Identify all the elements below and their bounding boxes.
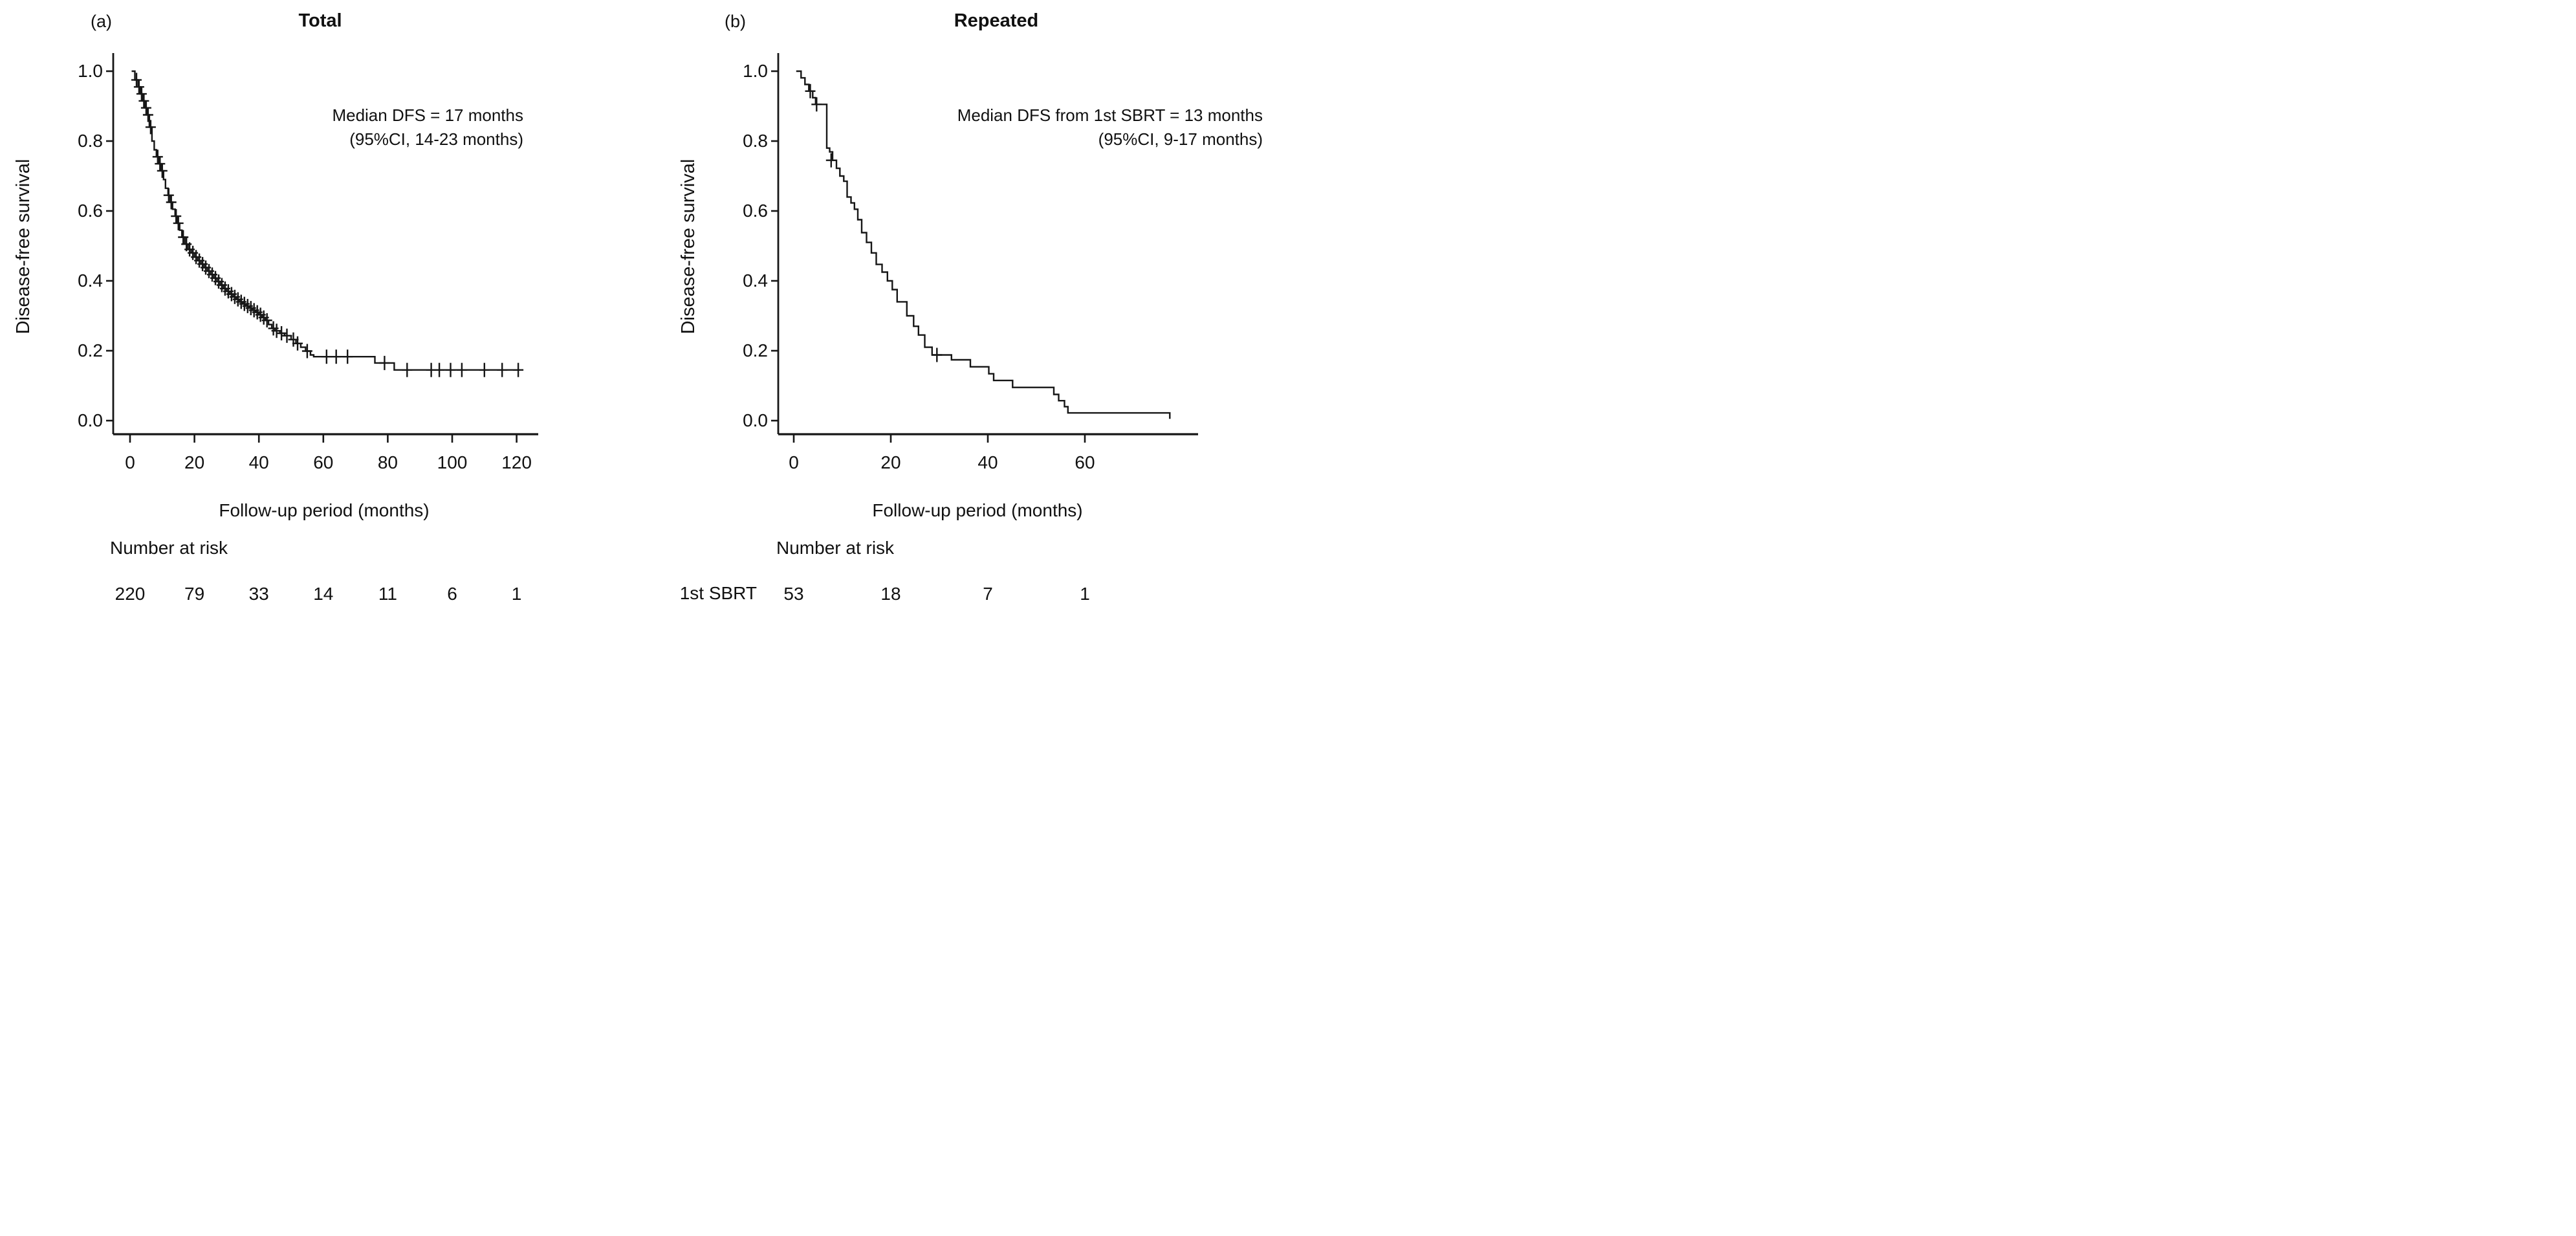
panel-b-y-tick-label: 1.0 <box>743 61 768 81</box>
panel-a-x-tick-label: 80 <box>377 452 398 472</box>
panel-a-annotation-line1: Median DFS = 17 months <box>332 105 523 125</box>
panel-a-x-tick-label: 100 <box>437 452 468 472</box>
panel-b-x-tick-label: 0 <box>789 452 799 472</box>
panel-b-x-tick-label: 60 <box>1075 452 1095 472</box>
panel-a-risk-value: 6 <box>447 584 457 604</box>
panel-b-y-tick-label: 0.6 <box>743 201 768 221</box>
panel-b-risk-value: 18 <box>880 584 901 604</box>
panel-a-y-tick-label: 1.0 <box>78 61 103 81</box>
panel-b-y-tick-label: 0.4 <box>743 270 768 291</box>
panel-a-y-tick-label: 0.0 <box>78 410 103 430</box>
panel-a-x-tick-label: 120 <box>501 452 532 472</box>
panel-a-number-at-risk-header: Number at risk <box>110 538 228 558</box>
panel-a-x-tick-label: 60 <box>313 452 334 472</box>
panel-b-annotation-line2: (95%CI, 9-17 months) <box>1098 129 1263 149</box>
panel-a-risk-value: 79 <box>184 584 205 604</box>
panel-b-risk-value: 7 <box>983 584 993 604</box>
panel-b-number-at-risk-header: Number at risk <box>776 538 895 558</box>
panel-a-annotation: Median DFS = 17 months (95%CI, 14-23 mon… <box>133 104 523 151</box>
panel-b-risk-row-label: 1st SBRT <box>679 583 757 603</box>
km-plot-svg <box>106 53 1198 443</box>
panel-a-risk-value: 220 <box>115 584 146 604</box>
panel-b-y-axis-label: Disease-free survival <box>678 159 699 335</box>
panel-b-x-tick-label: 20 <box>880 452 901 472</box>
panel-a-y-tick-label: 0.8 <box>78 131 103 151</box>
panel-a-risk-value: 1 <box>511 584 522 604</box>
panel-b-annotation-line1: Median DFS from 1st SBRT = 13 months <box>957 105 1263 125</box>
panel-a-title: Total <box>298 10 342 31</box>
panel-b-y-tick-label: 0.2 <box>743 340 768 360</box>
panel-a-annotation-line2: (95%CI, 14-23 months) <box>349 129 523 149</box>
panel-a-risk-value: 14 <box>313 584 334 604</box>
panel-b-km-curve <box>796 70 1171 419</box>
panel-a-y-tick-label: 0.2 <box>78 340 103 360</box>
panel-b-x-tick-label: 40 <box>977 452 998 472</box>
panel-a-label: (a) <box>91 12 112 31</box>
panel-a-risk-value: 33 <box>248 584 269 604</box>
panel-b-title: Repeated <box>954 10 1039 31</box>
panel-a-x-axis-label: Follow-up period (months) <box>219 500 430 520</box>
panel-b-x-axis-label: Follow-up period (months) <box>872 500 1083 520</box>
panel-a-y-axis-label: Disease-free survival <box>13 159 34 335</box>
panel-b-y-tick-label: 0.8 <box>743 131 768 151</box>
panel-a-x-tick-label: 0 <box>125 452 135 472</box>
panel-b-risk-value: 1 <box>1080 584 1090 604</box>
panel-b-annotation: Median DFS from 1st SBRT = 13 months (95… <box>796 104 1263 151</box>
figure-canvas: (a) Total Median DFS = 17 months (95%CI,… <box>0 0 1288 618</box>
panel-b-y-tick-label: 0.0 <box>743 410 768 430</box>
panel-a-risk-value: 11 <box>378 584 397 604</box>
panel-a-x-tick-label: 40 <box>248 452 269 472</box>
panel-b-risk-value: 53 <box>783 584 804 604</box>
panel-a-y-tick-label: 0.6 <box>78 201 103 221</box>
panel-a-x-tick-label: 20 <box>184 452 205 472</box>
panel-b-label: (b) <box>725 12 746 31</box>
panel-a-y-tick-label: 0.4 <box>78 270 103 291</box>
